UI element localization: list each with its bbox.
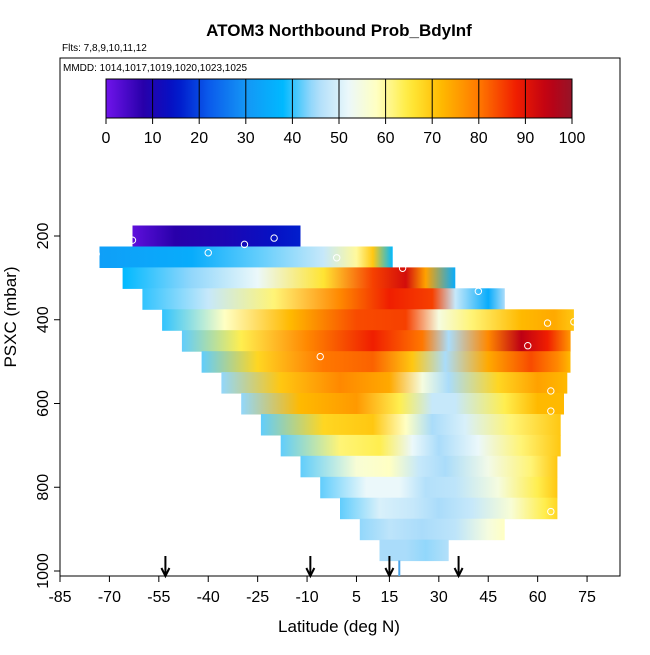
colorbar-tick-label: 40 [284, 130, 302, 147]
colorbar-tick-label: 60 [377, 130, 395, 147]
heatmap-row [221, 372, 568, 394]
x-tick-label: 30 [430, 589, 448, 606]
sample-point [524, 342, 532, 350]
x-tick-label: 75 [578, 589, 596, 606]
heatmap-row [280, 434, 561, 457]
y-tick-label: 400 [35, 306, 52, 333]
sample-point [92, 250, 100, 258]
x-tick-label: 15 [381, 589, 399, 606]
sample-point [543, 319, 552, 327]
sample-points [92, 234, 578, 516]
x-tick-label: -85 [48, 589, 71, 606]
heatmap-row [241, 393, 564, 415]
sample-point [474, 287, 483, 295]
heatmap-row [260, 414, 561, 436]
x-tick-label: 60 [529, 589, 547, 606]
down-arrow-icon [160, 556, 171, 579]
x-tick-label: -10 [295, 589, 318, 606]
heatmap-row [320, 476, 558, 499]
colorbar: 0 10 20 30 40 50 60 70 80 90 100 [102, 78, 586, 147]
heatmap-row [142, 288, 505, 310]
y-tick-label: 200 [35, 223, 52, 250]
sample-point [204, 249, 212, 257]
sample-point [570, 318, 578, 326]
x-tick-label: -25 [246, 589, 269, 606]
heatmap-row [181, 330, 571, 352]
down-arrow-icon [453, 556, 464, 579]
plot-frame [59, 57, 621, 577]
sample-point [547, 387, 555, 395]
colorbar-tick-label: 0 [102, 130, 111, 147]
x-tick-label: -55 [147, 589, 170, 606]
heatmap-row [122, 267, 456, 289]
sample-point [333, 254, 341, 262]
mmdd-label: MMDD: 1014,1017,1019,1020,1023,1025 [63, 63, 247, 74]
sample-point [398, 264, 407, 272]
heatmap-row [340, 497, 558, 520]
heatmap-row [379, 539, 449, 562]
heatmap-rows [99, 225, 574, 576]
heatmap-row [359, 518, 505, 541]
heatmap-row [300, 455, 558, 478]
y-tick-label: 1000 [35, 553, 52, 589]
colorbar-tick-label: 30 [237, 130, 255, 147]
y-tick-label: 600 [35, 390, 52, 417]
down-arrow-icon [305, 556, 316, 579]
heatmap-row [201, 351, 571, 373]
colorbar-tick-label: 100 [559, 130, 586, 147]
sample-point [547, 407, 555, 415]
x-axis-title: Latitude (deg N) [278, 617, 400, 636]
colorbar-tick-label: 10 [144, 130, 162, 147]
x-tick-label: 45 [479, 589, 497, 606]
colorbar-tick-label: 90 [517, 130, 535, 147]
colorbar-tick-label: 70 [423, 130, 441, 147]
sample-point [547, 507, 555, 516]
y-axis-title: PSXC (mbar) [1, 266, 20, 367]
heatmap-row [132, 225, 301, 247]
y-tick-label: 800 [35, 474, 52, 501]
sample-point [128, 236, 137, 244]
chart-title: ATOM3 Northbound Prob_BdyInf [206, 21, 472, 40]
heatmap-row [162, 309, 574, 331]
x-tick-label: -70 [98, 589, 121, 606]
x-tick-label: -40 [197, 589, 220, 606]
down-arrow-icon [384, 556, 395, 579]
heatmap-row [99, 246, 393, 268]
colorbar-tick-label: 50 [330, 130, 348, 147]
colorbar-tick-label: 20 [190, 130, 208, 147]
axes: -85 -70 -55 -40 -25 -10 5 15 30 45 60 75 200 400 600 80… [35, 223, 596, 606]
x-tick-label: 5 [352, 589, 361, 606]
sample-point [270, 234, 278, 242]
colorbar-tick-label: 80 [470, 130, 488, 147]
sample-point [240, 240, 249, 249]
flights-label: Flts: 7,8,9,10,11,12 [62, 43, 147, 54]
sample-point [316, 352, 324, 361]
